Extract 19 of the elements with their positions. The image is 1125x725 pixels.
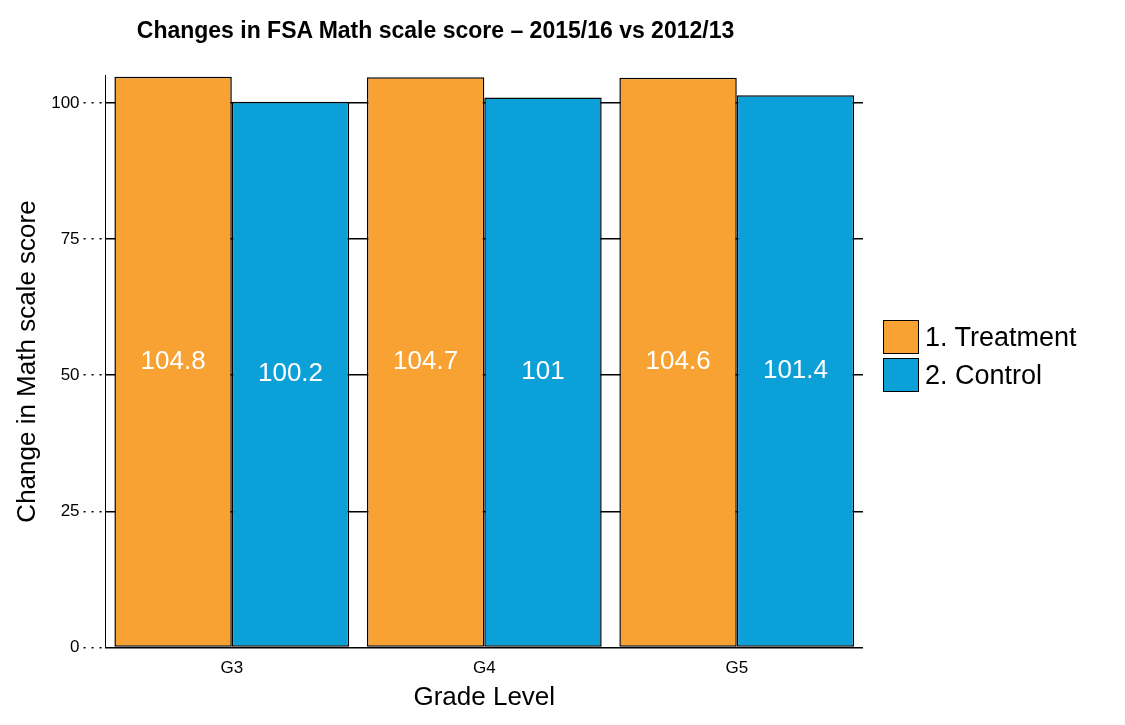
data-label: 101.4 <box>762 354 828 385</box>
data-label: 104.8 <box>140 344 206 375</box>
y-tick-label: 100 <box>51 92 80 112</box>
data-label: 104.6 <box>645 345 711 376</box>
x-tick-label: G3 <box>220 658 244 678</box>
y-tick-label: 25 <box>60 500 80 520</box>
y-axis-title: Change in Math scale score <box>10 200 41 523</box>
x-axis-title: Grade Level <box>413 680 556 711</box>
x-tick-label: G5 <box>725 658 749 678</box>
y-tick-label: 50 <box>60 364 80 384</box>
x-tick-label: G4 <box>472 658 496 678</box>
data-label: 101 <box>521 355 565 386</box>
data-label: 104.7 <box>393 345 459 376</box>
y-tick-label: 0 <box>70 637 80 657</box>
text: 1. Treatment <box>925 321 1077 353</box>
data-label: 100.2 <box>257 357 324 388</box>
chart-title: Changes in FSA Math scale score – 2015/16 vs 2012/13 <box>136 17 735 44</box>
y-tick-label: 75 <box>60 228 80 248</box>
legend-label: 2. Control <box>925 359 1043 391</box>
